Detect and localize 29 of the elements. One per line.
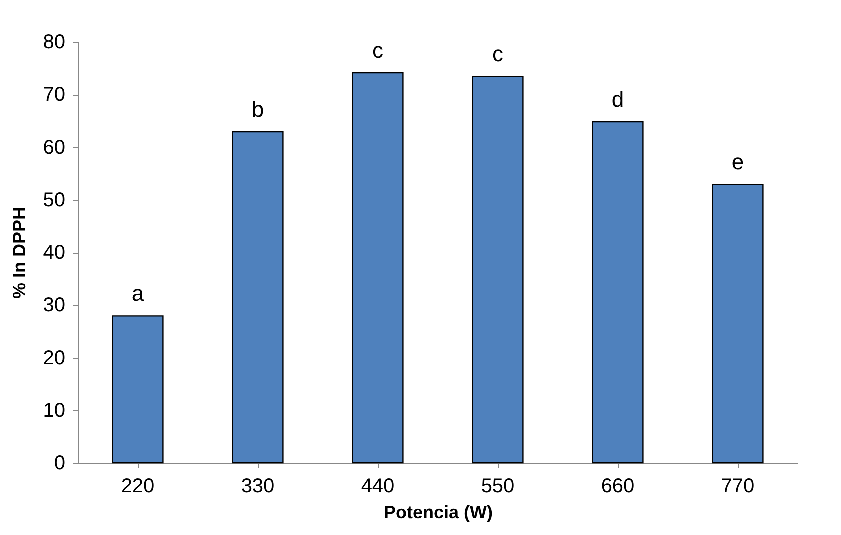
bar bbox=[712, 184, 764, 464]
x-axis-title: Potencia (W) bbox=[384, 502, 494, 522]
x-tick-label: 220 bbox=[121, 476, 155, 498]
bar bbox=[592, 121, 644, 464]
y-tick-label: 30 bbox=[43, 294, 66, 317]
x-tick-label: 660 bbox=[601, 476, 635, 498]
y-tick-label: 10 bbox=[43, 400, 66, 422]
y-tick-label: 0 bbox=[54, 452, 66, 474]
x-tick-label: 550 bbox=[481, 476, 515, 498]
y-tick-label: 20 bbox=[43, 347, 66, 370]
annotation: d bbox=[612, 86, 624, 112]
annotation: c bbox=[492, 42, 504, 67]
annotation: c bbox=[372, 38, 384, 64]
y-tick-label: 40 bbox=[43, 242, 66, 264]
annotation: b bbox=[252, 96, 264, 122]
bar bbox=[352, 72, 404, 464]
annotation: e bbox=[732, 150, 744, 175]
y-tick-label: 50 bbox=[43, 189, 66, 212]
y-axis-title: % In DPPH bbox=[9, 206, 30, 300]
y-tick-label: 70 bbox=[43, 84, 66, 106]
annotation: a bbox=[132, 281, 145, 306]
bar bbox=[472, 76, 524, 464]
x-tick-label: 770 bbox=[721, 476, 755, 498]
bar bbox=[112, 316, 164, 464]
y-tick-label: 60 bbox=[43, 136, 66, 159]
y-tick-label: 80 bbox=[43, 32, 66, 54]
x-tick-label: 440 bbox=[361, 476, 395, 498]
x-tick-label: 330 bbox=[241, 476, 275, 498]
bar bbox=[232, 131, 284, 464]
